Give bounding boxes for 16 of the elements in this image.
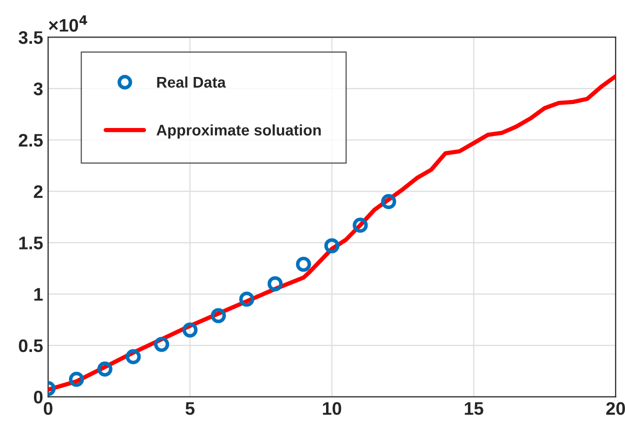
- x-tick-label: 15: [464, 402, 484, 415]
- y-tick-label: 2: [34, 185, 43, 198]
- y-tick-label: 1: [34, 288, 43, 301]
- legend-label: Approximate soluation: [156, 124, 321, 139]
- x-tick-label: 0: [44, 402, 52, 415]
- y-tick-label: 0.5: [18, 339, 43, 352]
- y-tick-label: 3.5: [18, 31, 43, 44]
- x-tick-label: 5: [186, 402, 195, 415]
- y-tick-label: 3: [34, 82, 43, 96]
- x-tick-label: 10: [322, 402, 342, 415]
- y-tick-label: 0: [34, 390, 43, 404]
- legend-label: Real Data: [157, 76, 226, 88]
- x-tick-label: 20: [606, 402, 625, 415]
- y-tick-label: 2.5: [18, 134, 43, 147]
- y-tick-label: 1.5: [19, 236, 43, 250]
- text: ×10$^{4}$: [48, 15, 88, 32]
